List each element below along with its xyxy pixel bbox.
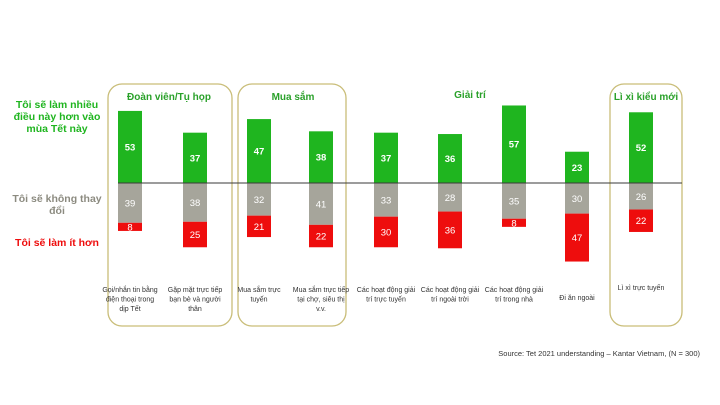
label-same: 28	[445, 193, 456, 204]
bar-more	[183, 132, 207, 183]
bar-less	[565, 213, 589, 262]
label-less: 8	[511, 218, 516, 229]
label-same: 35	[509, 196, 520, 207]
bar-same	[565, 183, 589, 214]
group-title: Lì xì kiểu mới	[614, 91, 679, 103]
group-title: Giải trí	[454, 90, 487, 101]
legend-less: Tôi sẽ làm ít hơn	[15, 237, 99, 249]
legend-same: Tôi sẽ không thay đổi	[12, 193, 102, 217]
label-same: 32	[254, 195, 265, 206]
category-label: Các hoạt động giải trí trực tuyến	[357, 287, 416, 304]
category-label: Các hoạt động giải trí trong nhà	[485, 287, 544, 304]
bar-more	[309, 131, 333, 183]
label-less: 21	[254, 222, 265, 233]
label-more: 36	[445, 154, 456, 165]
bar-less	[629, 209, 653, 232]
bar-same	[247, 183, 271, 216]
bar-more	[374, 132, 398, 183]
group-box-mua-sam	[237, 83, 347, 327]
bar-same	[183, 183, 207, 222]
bar-less	[309, 224, 333, 248]
group-title: Đoàn viên/Tụ họp	[127, 92, 211, 103]
label-less: 8	[127, 222, 132, 233]
source-note: Source: Tet 2021 understanding – Kantar …	[498, 349, 700, 358]
label-less: 22	[316, 232, 327, 243]
bar-same	[374, 183, 398, 217]
category-label: Gặp mặt trực tiếp bạn bè và người thân	[168, 285, 223, 313]
legend-more: Tôi sẽ làm nhiều điều này hơn vào mùa Tế…	[13, 99, 101, 135]
group-box-doan-vien	[107, 83, 233, 327]
group-box-li-xi	[609, 83, 683, 327]
label-more: 57	[509, 140, 520, 151]
category-label: Gọi/nhắn tin bằng điện thoại trong dịp Tết	[102, 285, 157, 313]
label-less: 36	[445, 225, 456, 236]
bar-less	[118, 222, 142, 231]
category-label: Lì xì trực tuyến	[618, 283, 665, 292]
category-label: Mua sắm trực tuyến	[237, 285, 281, 304]
bar-less	[247, 215, 271, 238]
bar-same	[502, 183, 526, 219]
label-more: 52	[636, 143, 647, 154]
label-same: 38	[190, 198, 201, 209]
label-more: 23	[572, 163, 583, 174]
bar-same	[438, 183, 462, 212]
bar-more	[565, 151, 589, 183]
label-same: 33	[381, 195, 392, 206]
group-title: Mua sắm	[272, 90, 315, 103]
label-more: 37	[381, 153, 392, 164]
label-less: 30	[381, 227, 392, 238]
bar-more	[247, 119, 271, 183]
label-less: 22	[636, 216, 647, 227]
category-label: Đi ăn ngoài	[559, 295, 595, 302]
bar-less	[183, 221, 207, 248]
bar-same	[309, 183, 333, 225]
label-more: 53	[125, 142, 136, 153]
label-more: 38	[316, 153, 327, 164]
label-less: 25	[190, 230, 201, 241]
bar-less	[502, 218, 526, 227]
label-more: 47	[254, 147, 265, 158]
label-more: 37	[190, 153, 201, 164]
bar-same	[118, 183, 142, 223]
category-label: Mua sắm trực tiếp tại chợ, siêu thị v.v.	[293, 285, 350, 313]
bar-more	[118, 110, 142, 183]
bar-less	[374, 216, 398, 248]
label-same: 41	[316, 199, 327, 210]
label-less: 47	[572, 233, 583, 244]
bar-more	[629, 112, 653, 183]
bar-more	[438, 134, 462, 183]
bar-same	[629, 183, 653, 210]
bar-less	[438, 211, 462, 249]
label-same: 39	[125, 198, 136, 209]
label-same: 30	[572, 194, 583, 205]
bar-more	[502, 105, 526, 183]
label-same: 26	[636, 192, 647, 203]
category-label: Các hoạt động giải trí ngoài trời	[421, 287, 480, 304]
